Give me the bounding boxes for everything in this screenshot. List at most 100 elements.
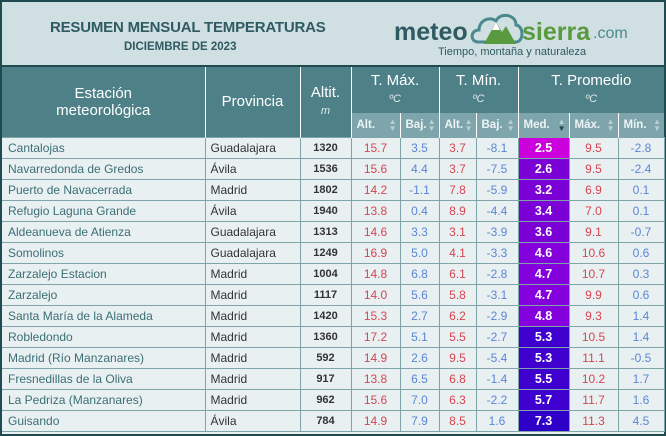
cell-station: Puerto de Navacerrada — [2, 178, 206, 201]
table-row: Navarredonda de Gredos Ávila 1536 15.6 4.4 3.… — [2, 157, 665, 180]
cell-tavg-max: 9.5 — [568, 157, 619, 180]
sub-label: Alt. — [444, 118, 464, 131]
cell-station: Aldeanueva de Atienza — [2, 220, 206, 243]
cell-tavg-min: 0.1 — [617, 178, 665, 201]
cell-tmax-high: 14.2 — [350, 178, 401, 201]
cell-tavg-mean: 4.8 — [517, 304, 570, 327]
cell-tavg-mean: 2.5 — [517, 136, 570, 159]
cell-tavg-mean: 5.5 — [517, 367, 570, 390]
cell-province: Madrid — [204, 262, 301, 285]
cell-altitude: 1004 — [299, 262, 352, 285]
cell-tavg-mean: 3.2 — [517, 178, 570, 201]
table-row: Guisando Ávila 784 14.9 7.9 8.5 1.6 7.3 11.3 4.5 — [2, 409, 665, 432]
cell-tmin-low: -2.9 — [475, 304, 519, 327]
cell-tmax-low: 3.5 — [399, 136, 440, 159]
cell-tmax-low: 7.9 — [399, 409, 440, 432]
cell-altitude: 1249 — [299, 241, 352, 264]
cell-tavg-max: 10.2 — [568, 367, 619, 390]
table-row: Robledondo Madrid 1360 17.2 5.1 5.5 -2.7 5.3 10.… — [2, 325, 665, 348]
cell-altitude: 1313 — [299, 220, 352, 243]
sort-arrows-icon: ▲ ▼ — [606, 117, 615, 133]
cell-tavg-mean: 4.7 — [517, 283, 570, 306]
page-subtitle: DICIEMBRE DE 2023 — [124, 41, 237, 53]
cell-tmin-high: 8.5 — [438, 409, 477, 432]
cell-tmax-low: 6.5 — [399, 367, 440, 390]
cell-province: Madrid — [204, 367, 301, 390]
cell-station: La Pedriza (Manzanares) — [2, 388, 206, 411]
tmax-label: T. Máx. — [370, 72, 420, 89]
cell-station: Guisando — [2, 409, 206, 432]
cell-tmin-high: 7.8 — [438, 178, 477, 201]
cell-tmin-high: 6.3 — [438, 388, 477, 411]
cell-tavg-max: 9.9 — [568, 283, 619, 306]
sub-label: Máx. — [574, 118, 601, 131]
cell-tmin-high: 9.5 — [438, 346, 477, 369]
cell-tavg-mean: 7.3 — [517, 409, 570, 432]
logo-right: sierra — [522, 18, 591, 46]
cell-station: Madrid (Río Manzanares) — [2, 346, 206, 369]
cell-tmin-high: 5.5 — [438, 325, 477, 348]
cell-tmax-low: 6.8 — [399, 262, 440, 285]
cell-station: Cantalojas — [2, 136, 206, 159]
cell-altitude: 1940 — [299, 199, 352, 222]
sort-column-0[interactable]: Alt. ▲ ▼ — [350, 113, 400, 137]
cell-altitude: 1117 — [299, 283, 352, 306]
cell-tmin-low: -2.2 — [475, 388, 519, 411]
cell-tavg-min: 1.6 — [617, 388, 665, 411]
cell-tavg-min: -0.5 — [617, 346, 665, 369]
sort-column-3[interactable]: Baj. ▲ ▼ — [475, 113, 519, 137]
cell-tmax-low: 5.0 — [399, 241, 440, 264]
table-row: Zarzalejo Estacion Madrid 1004 14.8 6.8 6.1 -2… — [2, 262, 665, 285]
cell-tmin-high: 3.7 — [438, 136, 477, 159]
tmin-label: T. Mín. — [456, 72, 502, 89]
cell-tmax-high: 13.8 — [350, 367, 401, 390]
logo-domain: .com — [593, 25, 628, 42]
table-row: Fresnedillas de la Oliva Madrid 917 13.8 6.5… — [2, 367, 665, 390]
cell-tmax-high: 15.6 — [350, 157, 401, 180]
cell-tavg-max: 6.9 — [568, 178, 619, 201]
sort-column-6[interactable]: Mín. ▲ ▼ — [617, 113, 665, 137]
sort-column-5[interactable]: Máx. ▲ ▼ — [568, 113, 619, 137]
cell-altitude: 1320 — [299, 136, 352, 159]
cell-station: Zarzalejo — [2, 283, 206, 306]
unit-label: ºC — [585, 93, 598, 105]
sort-arrows-icon: ▲ ▼ — [653, 117, 662, 133]
logo-tagline: Tiempo, montaña y naturaleza — [438, 46, 587, 58]
cell-tmax-high: 14.9 — [350, 409, 401, 432]
cell-tavg-min: 1.4 — [617, 304, 665, 327]
cell-tavg-mean: 5.3 — [517, 325, 570, 348]
cell-tmin-high: 4.1 — [438, 241, 477, 264]
cell-tmax-high: 16.9 — [350, 241, 401, 264]
temperature-table: Estación meteorológica Provincia Altit. m… — [2, 67, 665, 432]
sort-column-4[interactable]: Med. ▲ ▼ — [517, 113, 570, 137]
col-tmax: T. Máx. ºC — [350, 67, 439, 113]
cell-tmin-high: 6.2 — [438, 304, 477, 327]
cell-station: Navarredonda de Gredos — [2, 157, 206, 180]
cell-station: Somolinos — [2, 241, 206, 264]
cell-tavg-min: -0.7 — [617, 220, 665, 243]
sort-column-1[interactable]: Baj. ▲ ▼ — [399, 113, 439, 137]
cell-province: Guadalajara — [204, 136, 301, 159]
cell-province: Guadalajara — [204, 220, 301, 243]
cell-province: Madrid — [204, 325, 301, 348]
col-tavg: T. Promedio ºC — [517, 67, 665, 113]
cell-tmin-low: -3.3 — [475, 241, 519, 264]
cell-province: Ávila — [204, 409, 301, 432]
cell-altitude: 917 — [299, 367, 352, 390]
cell-tavg-mean: 3.6 — [517, 220, 570, 243]
meteosierra-logo: meteo sierra .com Tiempo, montaña y natu… — [394, 8, 634, 63]
cell-tmax-low: 2.6 — [399, 346, 440, 369]
cell-tmax-high: 14.6 — [350, 220, 401, 243]
table-row: Aldeanueva de Atienza Guadalajara 1313 14.6… — [2, 220, 665, 243]
cell-tmin-high: 5.8 — [438, 283, 477, 306]
cell-tavg-mean: 2.6 — [517, 157, 570, 180]
tavg-label: T. Promedio — [551, 72, 632, 89]
cell-province: Ávila — [204, 157, 301, 180]
table-row: Zarzalejo Madrid 1117 14.0 5.6 5.8 -3.1 4.7 9.9 0… — [2, 283, 665, 306]
sort-arrows-icon: ▲ ▼ — [388, 117, 397, 133]
sort-column-2[interactable]: Alt. ▲ ▼ — [438, 113, 476, 137]
cell-tmin-high: 8.9 — [438, 199, 477, 222]
col-province: Provincia — [204, 67, 300, 137]
cell-tavg-max: 11.7 — [568, 388, 619, 411]
